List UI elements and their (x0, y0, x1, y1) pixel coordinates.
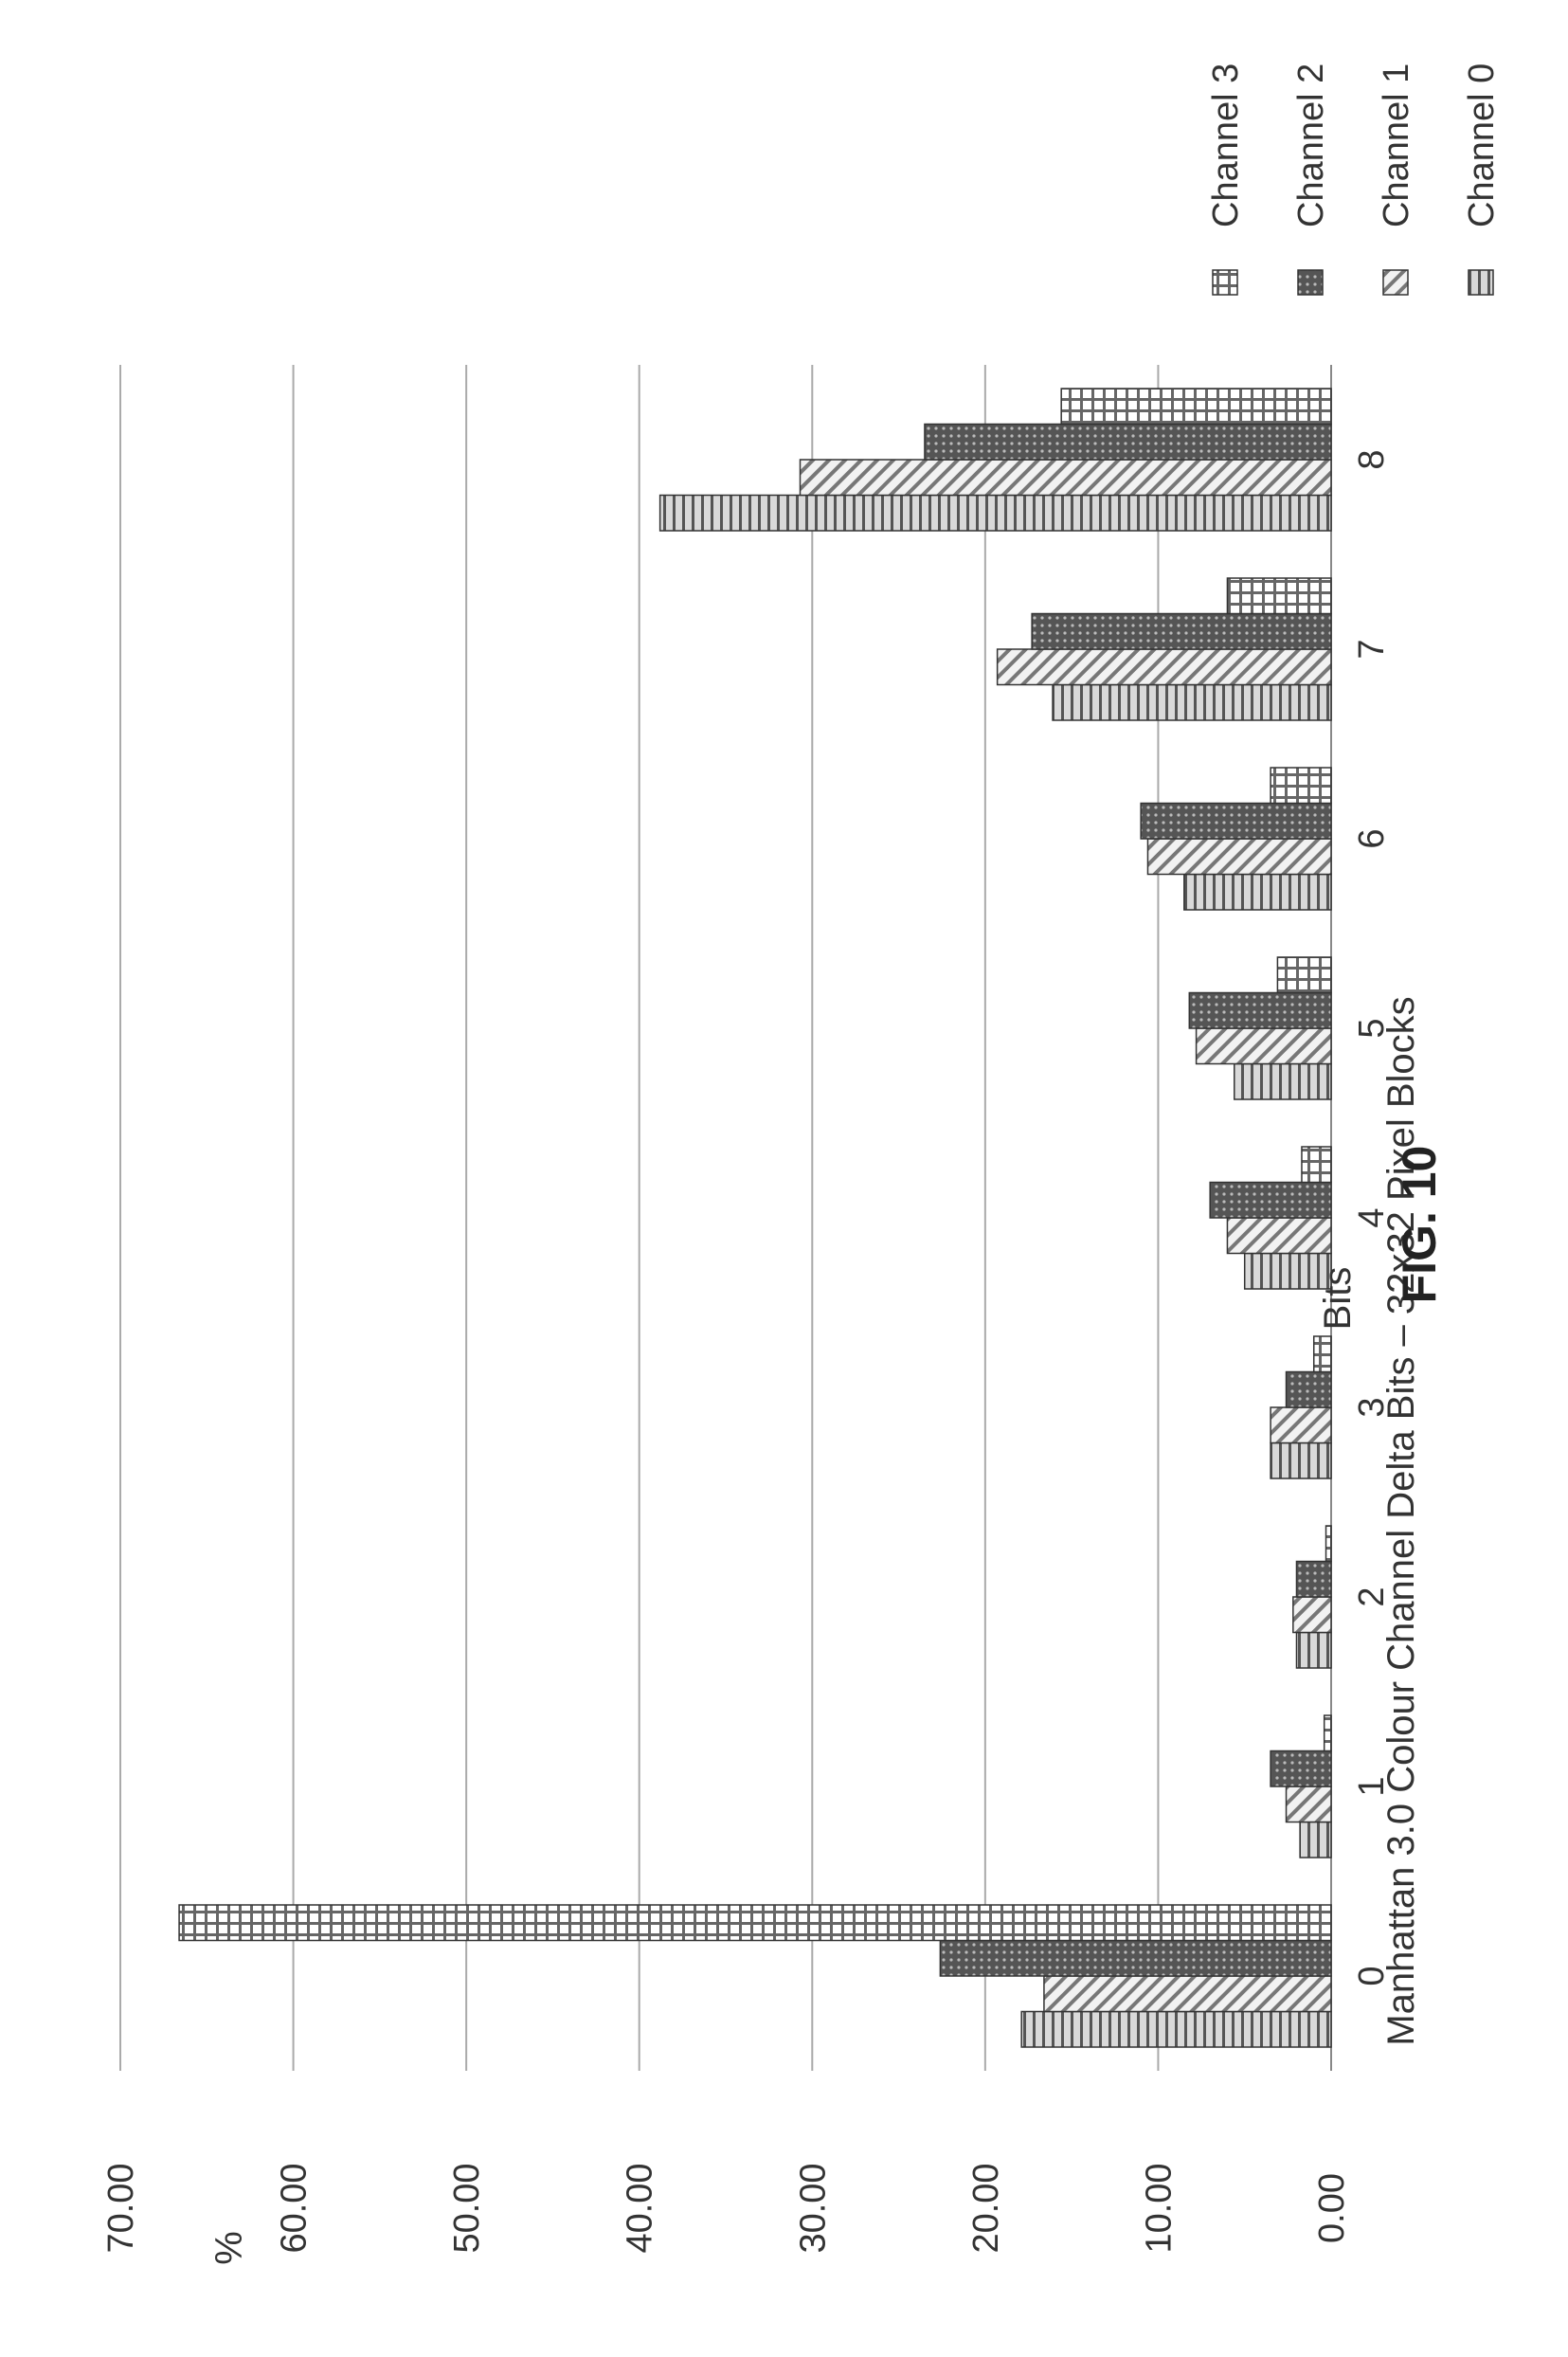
bar-channel-2 (1295, 1560, 1332, 1598)
bar-channel-2 (1285, 1370, 1332, 1408)
bar-channel-2 (1188, 991, 1332, 1029)
x-axis-label: Bits (1317, 1267, 1359, 1331)
legend-label: Channel 0 (1462, 63, 1502, 227)
bar-channel-0 (1295, 1631, 1332, 1669)
legend-label: Channel 3 (1206, 63, 1246, 227)
bar-channel-1 (1270, 1406, 1332, 1444)
y-axis-label: % (208, 2231, 250, 2265)
bar-channel-0 (1299, 1821, 1332, 1858)
bar-channel-3 (1323, 1714, 1332, 1752)
bar-channel-2 (1031, 612, 1332, 650)
bar-channel-2 (1209, 1181, 1332, 1219)
bar-channel-1 (1043, 1975, 1332, 2013)
y-tick-labels: 0.00 10.00 20.00 30.00 40.00 50.00 60.00 70.00 (101, 2163, 1352, 2253)
bar-channel-2 (1270, 1750, 1332, 1787)
bar-channel-1 (996, 648, 1332, 686)
figure-label: FIG. 10 (1393, 1146, 1446, 1304)
legend-swatch (1297, 269, 1324, 296)
legend-label: Channel 2 (1291, 63, 1331, 227)
x-tick-label: 6 (1352, 828, 1392, 848)
bar-channel-0 (658, 494, 1332, 532)
bar-channel-2 (924, 423, 1332, 461)
legend-label: Channel 1 (1377, 63, 1416, 227)
y-tick-label: 40.00 (621, 2163, 660, 2253)
x-tick-label: 0 (1352, 1966, 1392, 1985)
legend: Channel 0 Channel 1 Channel 2 Channel 3 (1206, 63, 1502, 296)
chart-title: Manhattan 3.0 Colour Channel Delta Bits … (1380, 996, 1422, 2045)
bar-channel-3 (1226, 577, 1332, 615)
bars (178, 388, 1332, 2048)
x-tick-label: 5 (1352, 1018, 1392, 1038)
bar-channel-3 (1060, 388, 1332, 426)
y-tick-label: 0.00 (1312, 2173, 1352, 2243)
bar-channel-2 (1140, 802, 1332, 840)
bar-channel-2 (939, 1939, 1332, 1977)
bar-channel-3 (1325, 1525, 1332, 1563)
y-tick-label: 60.00 (275, 2163, 315, 2253)
bar-channel-1 (1226, 1217, 1332, 1255)
bar-channel-1 (1292, 1596, 1332, 1634)
y-tick-label: 30.00 (793, 2163, 833, 2253)
x-tick-label: 2 (1352, 1586, 1392, 1606)
bar-channel-1 (799, 459, 1332, 497)
bar-channel-3 (1270, 767, 1332, 805)
x-tick-label: 8 (1352, 449, 1392, 469)
legend-swatch (1468, 269, 1494, 296)
bar-channel-0 (1270, 1441, 1332, 1479)
bar-channel-3 (1301, 1146, 1332, 1184)
bar-channel-1 (1195, 1027, 1332, 1065)
bar-channel-0 (1183, 873, 1332, 911)
bar-channel-3 (1312, 1335, 1332, 1373)
x-tick-labels: 0 1 2 3 4 5 6 7 8 (1352, 449, 1392, 1985)
bar-channel-3 (178, 1904, 1332, 1942)
x-tick-label: 1 (1352, 1776, 1392, 1796)
bar-channel-0 (1243, 1252, 1332, 1290)
bar-channel-1 (1146, 838, 1332, 876)
y-tick-label: 70.00 (101, 2163, 141, 2253)
legend-swatch (1212, 269, 1238, 296)
x-tick-label: 3 (1352, 1397, 1392, 1417)
bar-channel-0 (1020, 2010, 1332, 2048)
x-tick-label: 7 (1352, 639, 1392, 659)
y-tick-label: 20.00 (966, 2163, 1006, 2253)
bar-channel-0 (1052, 683, 1332, 721)
bar-channel-3 (1276, 956, 1332, 994)
legend-swatch (1382, 269, 1409, 296)
bar-channel-1 (1285, 1786, 1332, 1823)
y-tick-label: 50.00 (447, 2163, 487, 2253)
x-tick-label: 4 (1352, 1207, 1392, 1227)
y-tick-label: 10.00 (1139, 2163, 1179, 2253)
bar-channel-0 (1234, 1062, 1332, 1100)
